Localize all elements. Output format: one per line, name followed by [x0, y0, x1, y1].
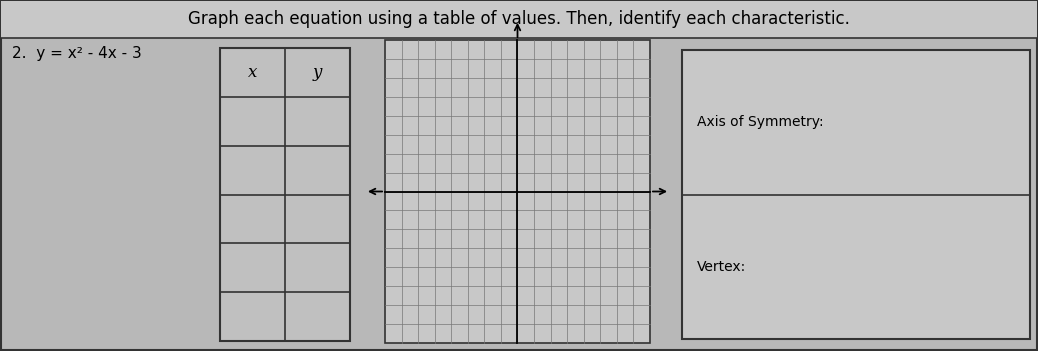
- FancyBboxPatch shape: [682, 50, 1030, 339]
- Text: x: x: [248, 64, 257, 81]
- Text: Axis of Symmetry:: Axis of Symmetry:: [696, 115, 823, 129]
- Text: y: y: [312, 64, 322, 81]
- FancyBboxPatch shape: [385, 40, 650, 343]
- Text: Vertex:: Vertex:: [696, 260, 746, 274]
- FancyBboxPatch shape: [220, 48, 350, 341]
- Text: 2.  y = x² - 4x - 3: 2. y = x² - 4x - 3: [12, 46, 142, 61]
- FancyBboxPatch shape: [1, 1, 1037, 38]
- Text: Graph each equation using a table of values. Then, identify each characteristic.: Graph each equation using a table of val…: [188, 10, 850, 28]
